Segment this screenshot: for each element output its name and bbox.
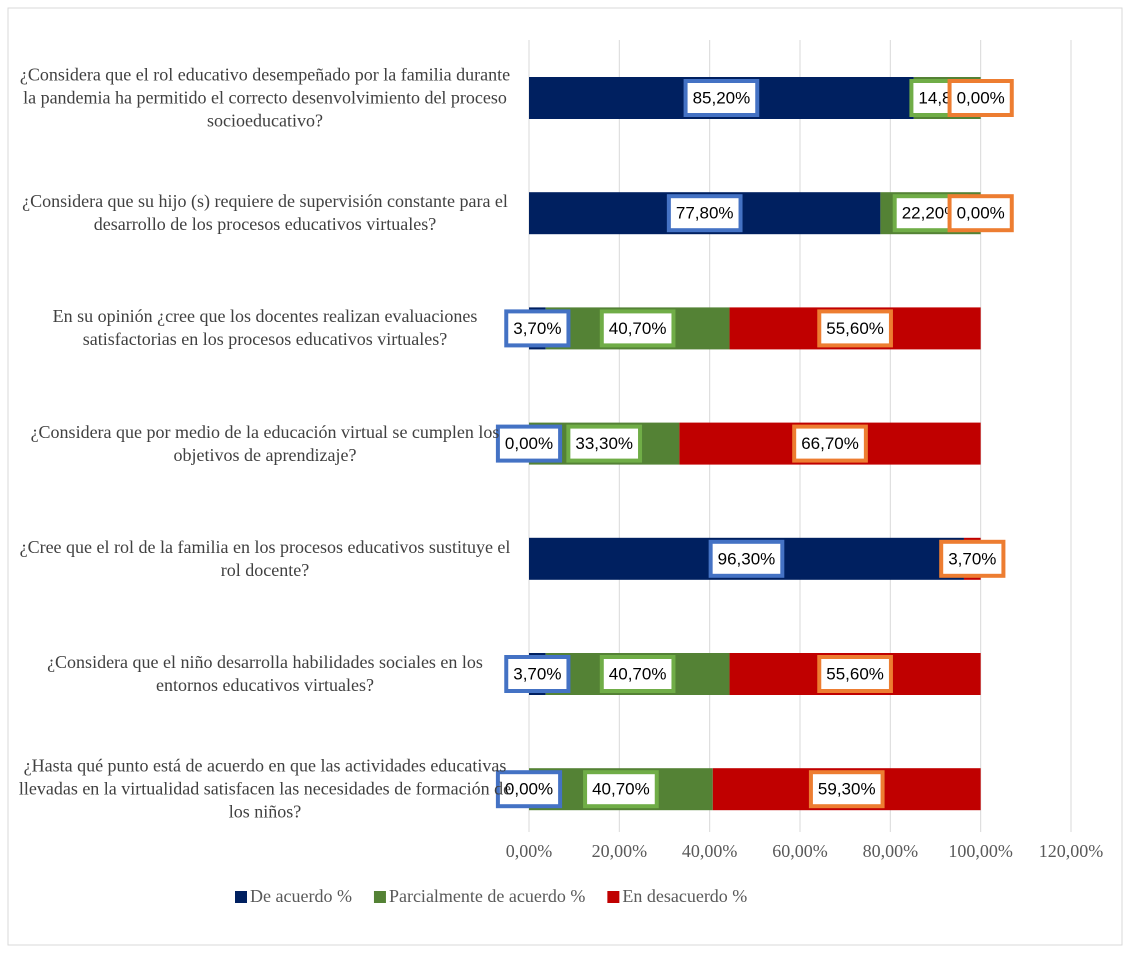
value-label: 40,70% xyxy=(609,319,667,338)
value-label: 96,30% xyxy=(718,549,776,568)
value-label-box xyxy=(947,79,1014,117)
value-label-box xyxy=(599,309,676,348)
category-label: En su opinión ¿cree que los docentes rea… xyxy=(52,306,478,350)
x-tick-label: 120,00% xyxy=(1039,841,1104,861)
legend-label: De acuerdo % xyxy=(250,886,352,906)
x-tick-label: 40,00% xyxy=(682,841,738,861)
category-label: ¿Cree que el rol de la familia en los pr… xyxy=(19,536,511,580)
value-label-box xyxy=(599,655,676,693)
value-label: 3,70% xyxy=(513,319,561,338)
legend-swatch xyxy=(373,891,386,903)
legend-swatch xyxy=(607,891,620,903)
value-label-box xyxy=(939,539,1006,578)
value-label: 55,60% xyxy=(826,664,884,683)
x-tick-label: 20,00% xyxy=(592,841,648,861)
value-label: 77,80% xyxy=(676,204,734,223)
value-label: 0,00% xyxy=(957,204,1005,223)
value-label-box xyxy=(504,309,571,348)
x-tick-label: 80,00% xyxy=(863,841,919,861)
legend-label: Parcialmente de acuerdo % xyxy=(389,886,585,906)
value-label: 3,70% xyxy=(948,549,996,568)
value-label: 3,70% xyxy=(513,664,561,683)
value-label-box xyxy=(792,424,868,463)
value-label-box xyxy=(683,79,760,117)
legend-label: En desacuerdo % xyxy=(622,886,747,906)
value-label-box xyxy=(817,309,893,348)
x-tick-label: 100,00% xyxy=(948,841,1013,861)
value-label: 22,20% xyxy=(902,204,960,223)
value-label: 0,00% xyxy=(505,780,553,799)
value-label-box xyxy=(495,770,563,809)
category-label: ¿Considera que por medio de la educación… xyxy=(30,421,500,465)
value-label: 85,20% xyxy=(693,88,751,107)
x-tick-label: 0,00% xyxy=(506,841,553,861)
category-label: ¿Considera que el rol educativo desempeñ… xyxy=(19,64,511,131)
category-label: ¿Considera que su hijo (s) requiere de s… xyxy=(22,191,508,235)
value-label: 59,30% xyxy=(818,780,876,799)
legend-swatch xyxy=(235,891,247,903)
value-label-box xyxy=(808,770,885,809)
value-label: 40,70% xyxy=(609,664,667,683)
value-label-box xyxy=(708,539,785,578)
value-label: 0,00% xyxy=(505,434,553,453)
value-label-box xyxy=(666,194,743,233)
value-label-box xyxy=(495,424,563,463)
category-label: ¿Considera que el niño desarrolla habili… xyxy=(47,652,483,695)
value-label-box xyxy=(504,655,571,693)
value-label-box xyxy=(817,655,893,693)
value-label: 55,60% xyxy=(826,319,884,338)
value-label: 66,70% xyxy=(801,434,859,453)
value-label: 0,00% xyxy=(957,88,1005,107)
x-tick-label: 60,00% xyxy=(772,841,828,861)
value-label: 40,70% xyxy=(592,780,650,799)
value-label-box xyxy=(566,424,643,463)
value-label: 33,30% xyxy=(575,434,633,453)
value-label-box xyxy=(583,770,659,809)
category-label: ¿Hasta qué punto está de acuerdo en que … xyxy=(18,755,512,822)
value-label-box xyxy=(947,194,1014,233)
